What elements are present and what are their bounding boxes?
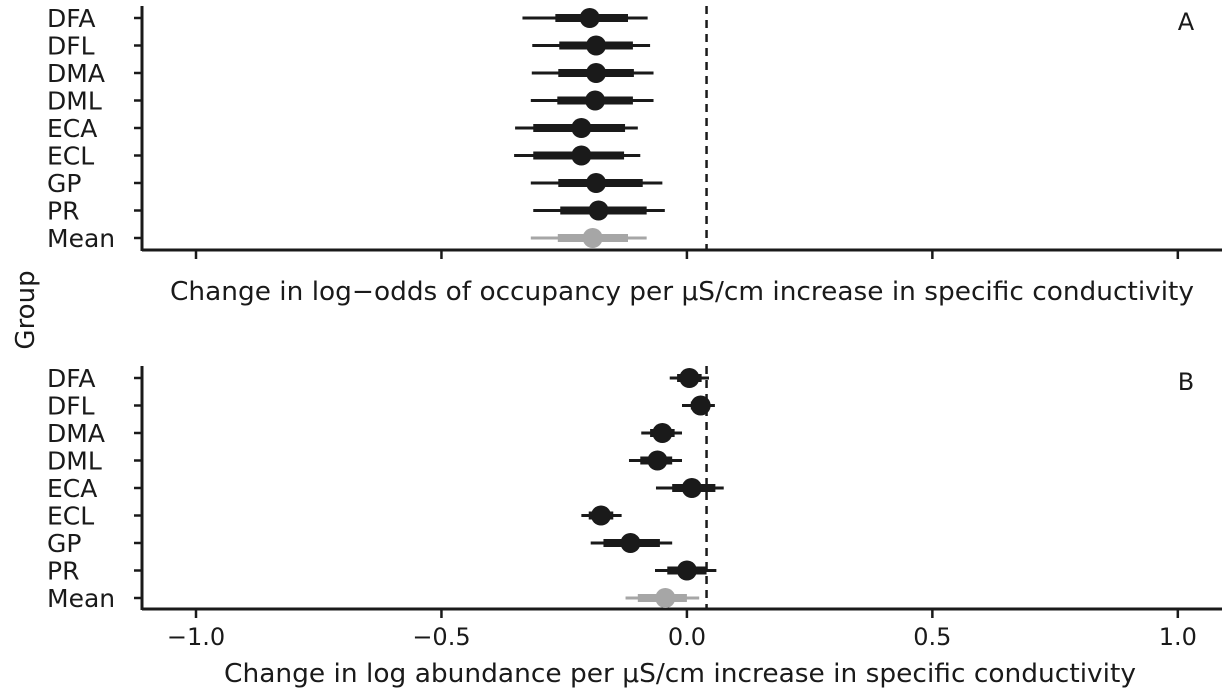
category-label-a-1: DFL xyxy=(47,32,95,61)
estimate-point-b-7 xyxy=(676,560,697,581)
estimate-point-a-1 xyxy=(586,35,607,56)
estimate-point-a-4 xyxy=(571,118,592,138)
category-label-b-4: ECA xyxy=(47,474,97,503)
x-tick-label-b-2: 0.0 xyxy=(668,623,706,651)
panel-b: −1.0 −0.5 0.0 0.5 1.0 DFADFLDMADMLECAECLGPPRM… xyxy=(47,364,1222,689)
estimate-point-b-3 xyxy=(647,450,668,471)
panel-label-a: A xyxy=(1178,8,1195,36)
estimate-point-b-5 xyxy=(591,505,611,526)
x-axis-title-b: Change in log abundance per μS/cm increa… xyxy=(224,659,1136,689)
x-tick-label-b-3: 0.5 xyxy=(913,623,951,651)
category-label-b-5: ECL xyxy=(47,502,94,531)
estimate-point-a-3 xyxy=(585,90,606,111)
estimate-point-a-5 xyxy=(571,145,592,166)
estimate-point-a-7 xyxy=(588,200,609,221)
category-label-b-7: PR xyxy=(47,557,79,586)
estimate-point-b-0 xyxy=(679,368,700,388)
category-label-b-8: Mean xyxy=(47,584,115,613)
x-axis-title-a: Change in log−odds of occupancy per μS/c… xyxy=(170,277,1194,307)
estimate-point-a-8 xyxy=(582,228,603,248)
category-label-b-1: DFL xyxy=(47,392,95,421)
estimate-point-b-6 xyxy=(620,533,641,553)
x-tick-label-b-0: −1.0 xyxy=(167,623,225,651)
category-label-b-3: DML xyxy=(47,447,102,476)
category-label-a-2: DMA xyxy=(47,59,105,88)
estimate-point-b-2 xyxy=(652,423,673,443)
x-tick-label-b-1: −0.5 xyxy=(412,623,470,651)
panel-label-b: B xyxy=(1178,368,1194,396)
category-label-a-8: Mean xyxy=(47,224,115,253)
category-label-b-2: DMA xyxy=(47,419,105,448)
category-label-b-6: GP xyxy=(47,529,81,558)
estimate-point-a-2 xyxy=(586,63,607,83)
category-label-a-3: DML xyxy=(47,87,102,116)
category-label-a-7: PR xyxy=(47,197,79,226)
category-label-a-0: DFA xyxy=(47,4,95,33)
category-label-a-4: ECA xyxy=(47,114,97,143)
estimate-point-a-0 xyxy=(579,8,600,28)
estimate-point-b-8 xyxy=(655,588,676,608)
x-tick-label-b-4: 1.0 xyxy=(1159,623,1197,651)
category-label-b-0: DFA xyxy=(47,364,95,393)
y-axis-title: Group xyxy=(11,270,41,349)
estimate-point-b-4 xyxy=(681,478,702,498)
estimate-point-b-1 xyxy=(690,395,711,416)
category-label-a-6: GP xyxy=(47,169,81,198)
category-label-a-5: ECL xyxy=(47,142,94,171)
estimate-point-a-6 xyxy=(586,173,607,193)
